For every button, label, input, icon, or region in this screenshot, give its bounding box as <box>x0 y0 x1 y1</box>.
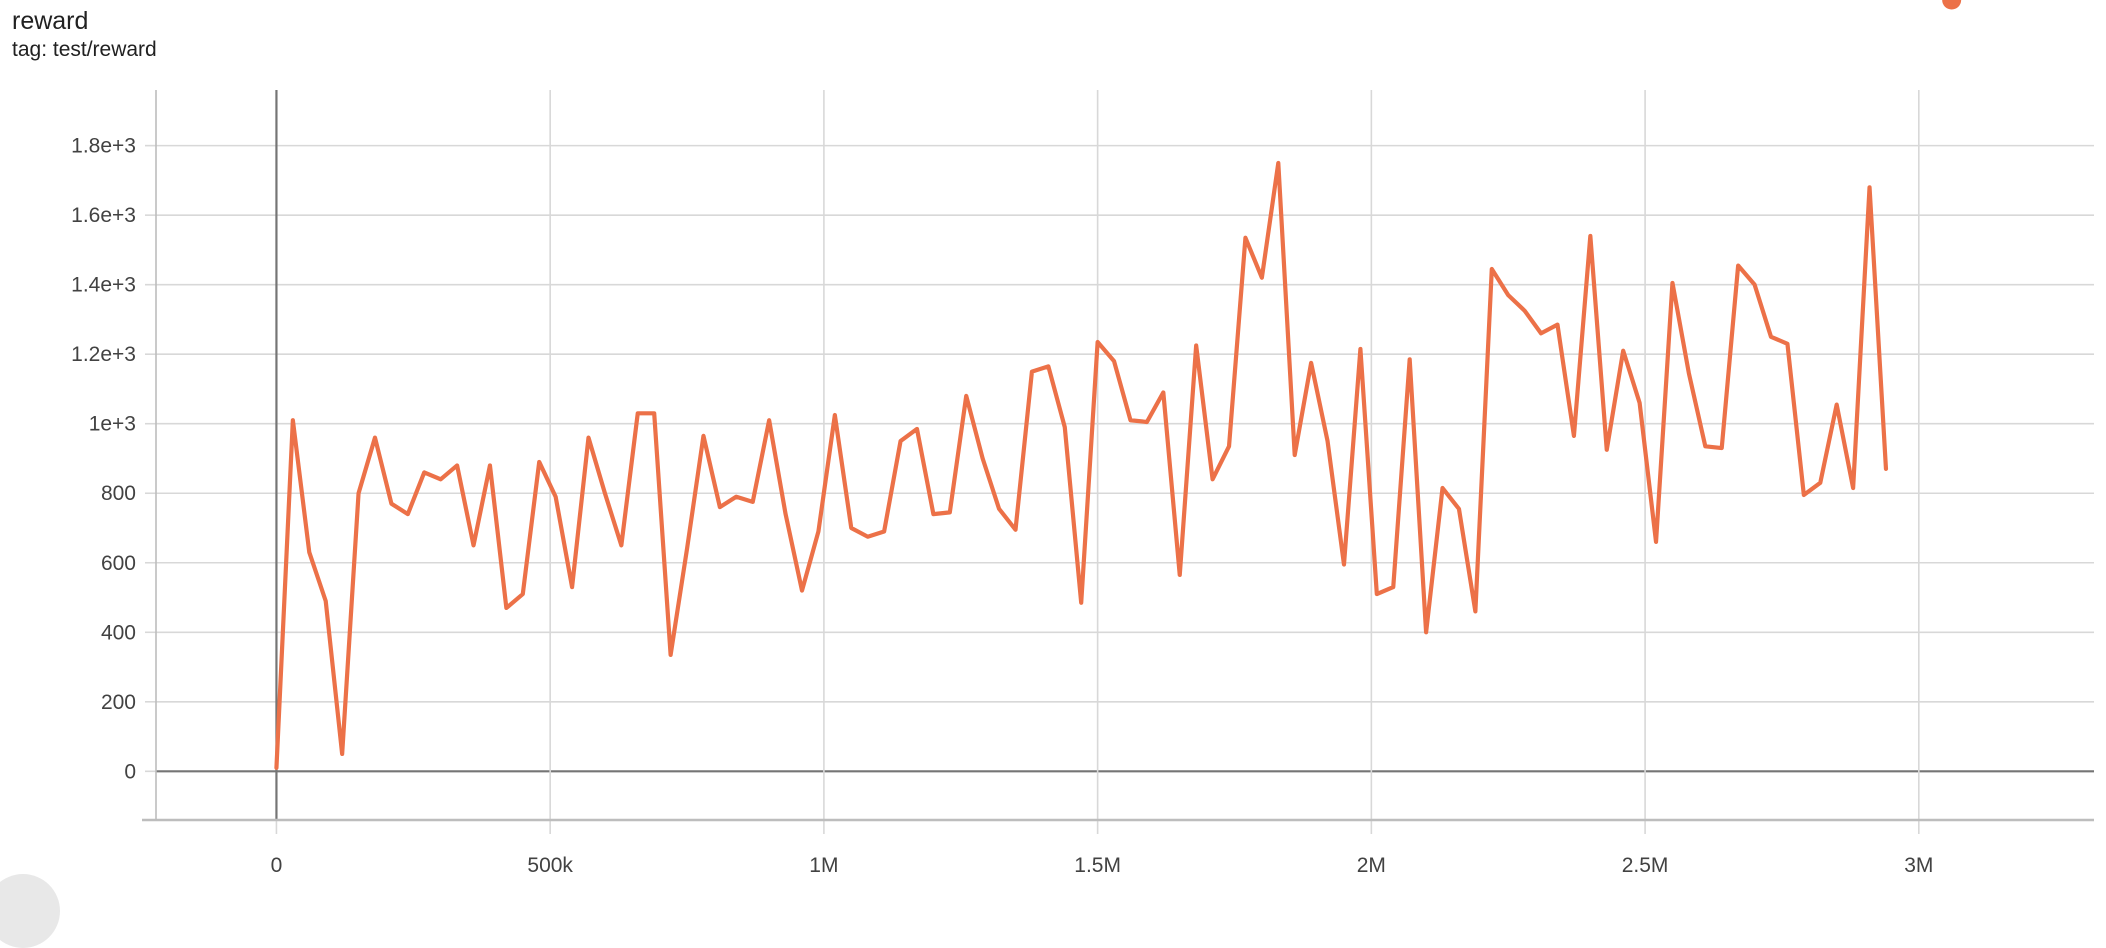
series-reward[interactable] <box>274 160 1889 770</box>
svg-text:500k: 500k <box>527 854 573 877</box>
chart-plot-area[interactable]: 0 200 400 600 800 1e+3 1.2e+3 1.4e+3 1.6e+3 1.8e+… <box>0 0 2106 898</box>
x-axis-ticks <box>275 820 1920 834</box>
x-gridlines <box>275 90 1920 820</box>
svg-text:800: 800 <box>101 482 136 505</box>
y-axis-tick-labels: 0 200 400 600 800 1e+3 1.2e+3 1.4e+3 1.6e+3 1.8e+… <box>71 135 136 784</box>
svg-text:1e+3: 1e+3 <box>89 413 136 436</box>
svg-text:1.2e+3: 1.2e+3 <box>71 343 136 366</box>
svg-text:1.6e+3: 1.6e+3 <box>71 204 136 227</box>
y-axis-ticks <box>145 144 156 773</box>
svg-text:3M: 3M <box>1904 854 1933 877</box>
y-gridlines <box>156 144 2094 773</box>
svg-text:1M: 1M <box>809 854 838 877</box>
svg-text:600: 600 <box>101 552 136 575</box>
svg-text:0: 0 <box>271 854 283 877</box>
svg-text:1.8e+3: 1.8e+3 <box>71 135 136 158</box>
axis-lines <box>142 90 2094 822</box>
page-title: reward <box>12 7 89 35</box>
svg-text:1.4e+3: 1.4e+3 <box>71 274 136 297</box>
svg-text:200: 200 <box>101 691 136 714</box>
svg-text:2.5M: 2.5M <box>1622 854 1669 877</box>
svg-text:400: 400 <box>101 621 136 644</box>
svg-text:0: 0 <box>124 760 136 783</box>
reward-line-chart[interactable]: 0 200 400 600 800 1e+3 1.2e+3 1.4e+3 1.6e+3 1.8e+… <box>0 0 2106 898</box>
svg-text:1.5M: 1.5M <box>1074 854 1121 877</box>
x-axis-tick-labels: 0 500k 1M 1.5M 2M 2.5M 3M <box>271 854 1934 877</box>
series-end-marker[interactable] <box>1942 0 1962 10</box>
chart-header: reward tag: test/reward <box>12 6 157 63</box>
chart-tag-label: tag: test/reward <box>12 38 157 61</box>
svg-text:2M: 2M <box>1357 854 1386 877</box>
